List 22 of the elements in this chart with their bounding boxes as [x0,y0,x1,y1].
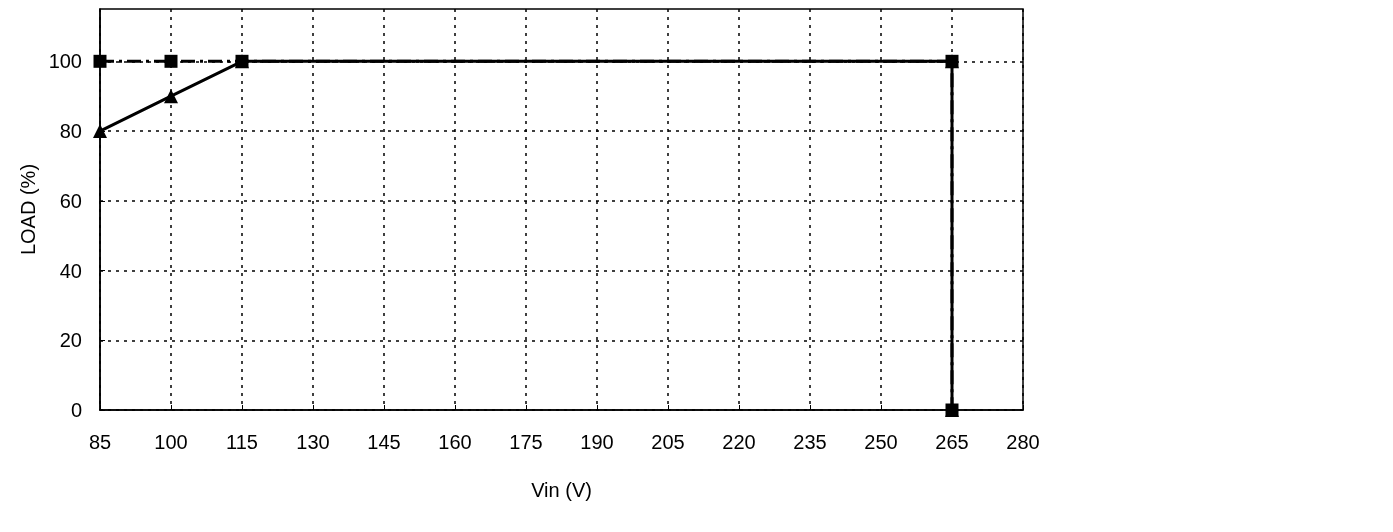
x-tick-label: 235 [793,431,827,453]
y-tick-label: 0 [70,399,82,421]
x-tick-label: 205 [651,431,685,453]
y-tick-label: 40 [59,259,82,282]
y-tick-label: 80 [59,120,82,143]
x-tick-label: 175 [509,431,543,453]
x-tick-label: 130 [296,431,330,453]
x-tick-label: 250 [864,431,898,453]
y-tick-label: 20 [59,329,82,352]
y-axis-title: LOAD (%) [16,163,39,256]
x-tick-label: 280 [1006,431,1040,453]
x-tick-label: 85 [88,431,112,453]
x-tick-label: 145 [367,431,401,453]
x-axis-title: Vin (V) [531,479,592,501]
x-tick-label: 160 [438,431,472,453]
x-tick-label: 220 [722,431,756,453]
y-tick-label: 60 [59,189,82,212]
x-tick-label: 100 [154,431,188,453]
y-tick-label: 100 [48,50,82,73]
x-tick-label: 265 [935,431,969,453]
x-tick-label: 190 [580,431,614,453]
x-tick-label: 115 [226,431,258,453]
